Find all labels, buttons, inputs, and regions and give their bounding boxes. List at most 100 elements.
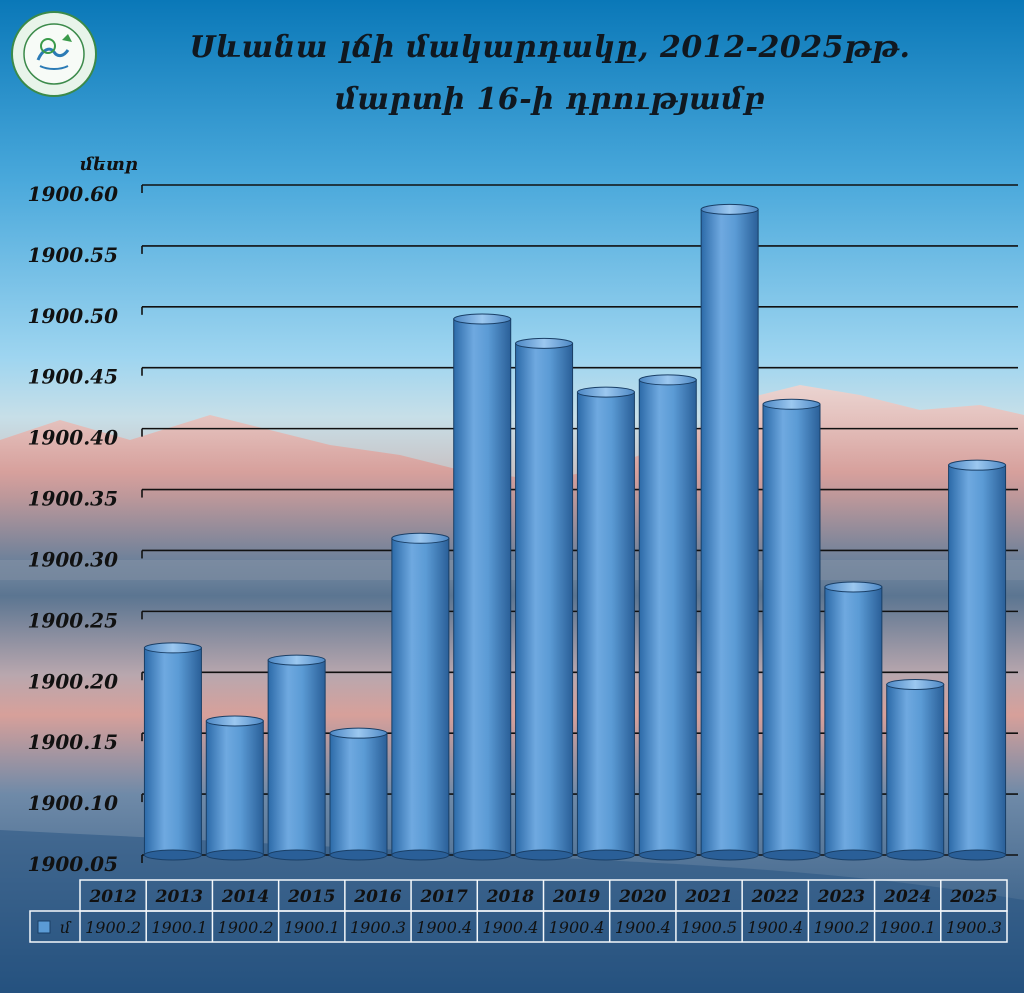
- chart-title-line2: մարտի 16-ի դրությամբ: [335, 82, 765, 117]
- table-value-cell: 1900.4: [482, 918, 538, 937]
- chart-title-line1: Սևանա լճի մակարդակը, 2012-2025թթ.: [189, 30, 911, 65]
- bar-cap: [576, 386, 635, 398]
- y-axis-label: մետր: [80, 154, 138, 175]
- bar-base: [576, 849, 635, 861]
- bar-2025: [948, 459, 1007, 861]
- bar-body: [638, 379, 697, 856]
- bar-cap: [391, 532, 450, 544]
- bar-base: [824, 849, 883, 861]
- bar-cap: [329, 727, 388, 739]
- x-tick-label: 2017: [420, 887, 468, 907]
- bar-body: [143, 647, 202, 856]
- y-tick-label: 1900.45: [28, 365, 118, 389]
- x-tick-label: 2022: [751, 887, 799, 907]
- bar-cap: [700, 203, 759, 215]
- bar-2012: [143, 642, 202, 861]
- y-tick-label: 1900.35: [28, 487, 118, 511]
- bar-2014: [267, 654, 326, 861]
- x-tick-label: 2025: [949, 887, 997, 907]
- y-tick-label: 1900.20: [28, 669, 119, 693]
- bar-2018: [515, 337, 574, 861]
- bar-body: [205, 720, 264, 856]
- table-value-cell: 1900.4: [615, 918, 671, 937]
- bar-base: [267, 849, 326, 861]
- x-tick-label: 2024: [883, 887, 931, 907]
- y-tick-label: 1900.15: [28, 730, 118, 754]
- bar-2019: [576, 386, 635, 861]
- x-tick-label: 2016: [353, 887, 401, 907]
- y-tick-label: 1900.60: [28, 182, 119, 206]
- bar-base: [453, 849, 512, 861]
- y-tick-label: 1900.50: [28, 304, 119, 328]
- bar-body: [576, 391, 635, 856]
- table-value-cell: 1900.3: [350, 918, 406, 937]
- legend-swatch: [37, 920, 51, 934]
- bar-cap: [762, 398, 821, 410]
- bar-body: [515, 342, 574, 856]
- bar-body: [329, 732, 388, 856]
- bar-base: [948, 849, 1007, 861]
- bar-cap: [886, 678, 945, 690]
- bar-base: [515, 849, 574, 861]
- bar-2015: [329, 727, 388, 861]
- x-tick-label: 2015: [287, 887, 335, 907]
- y-tick-label: 1900.40: [28, 426, 119, 450]
- bar-2024: [886, 678, 945, 861]
- bar-base: [329, 849, 388, 861]
- bar-body: [391, 537, 450, 856]
- bar-cap: [453, 313, 512, 325]
- bar-2022: [762, 398, 821, 861]
- bar-base: [638, 849, 697, 861]
- x-tick-label: 2021: [684, 887, 732, 907]
- x-tick-label: 2014: [221, 887, 269, 907]
- table-value-cell: 1900.3: [946, 918, 1002, 937]
- bar-body: [453, 318, 512, 856]
- table-value-cell: 1900.2: [218, 918, 274, 937]
- bar-cap: [515, 337, 574, 349]
- bar-2013: [205, 715, 264, 861]
- x-tick-label: 2013: [155, 887, 203, 907]
- bar-base: [762, 849, 821, 861]
- bar-body: [948, 464, 1007, 856]
- y-tick-label: 1900.05: [28, 852, 118, 876]
- x-tick-label: 2023: [817, 887, 865, 907]
- y-tick-label: 1900.55: [28, 243, 118, 267]
- table-value-cell: 1900.4: [747, 918, 803, 937]
- bar-base: [391, 849, 450, 861]
- y-tick-label: 1900.30: [28, 547, 119, 571]
- x-tick-label: 2018: [486, 887, 534, 907]
- bar-base: [700, 849, 759, 861]
- legend-label: մ: [60, 918, 72, 937]
- table-value-row: [29, 910, 1008, 943]
- bar-base: [205, 849, 264, 861]
- table-value-cell: 1900.4: [549, 918, 605, 937]
- y-tick-label: 1900.25: [28, 608, 118, 632]
- bar-cap: [638, 374, 697, 386]
- bar-2017: [453, 313, 512, 861]
- bar-body: [886, 683, 945, 856]
- bar-body: [700, 208, 759, 856]
- bar-cap: [205, 715, 264, 727]
- bar-cap: [948, 459, 1007, 471]
- bar-body: [267, 659, 326, 856]
- table-value-cell: 1900.1: [151, 918, 207, 937]
- table-value-cell: 1900.1: [284, 918, 340, 937]
- bar-cap: [143, 642, 202, 654]
- bar-base: [143, 849, 202, 861]
- bar-2016: [391, 532, 450, 861]
- table-value-cell: 1900.2: [813, 918, 869, 937]
- y-tick-label: 1900.10: [28, 791, 119, 815]
- bar-2021: [700, 203, 759, 861]
- table-value-cell: 1900.4: [416, 918, 472, 937]
- table-value-cell: 1900.5: [681, 918, 737, 937]
- table-value-cell: 1900.2: [85, 918, 141, 937]
- x-tick-label: 2012: [88, 887, 136, 907]
- ministry-logo-icon: [11, 11, 97, 97]
- bar-body: [824, 586, 883, 856]
- table-value-cell: 1900.1: [880, 918, 936, 937]
- bar-cap: [824, 581, 883, 593]
- bar-2023: [824, 581, 883, 861]
- bar-cap: [267, 654, 326, 666]
- x-tick-label: 2019: [552, 887, 600, 907]
